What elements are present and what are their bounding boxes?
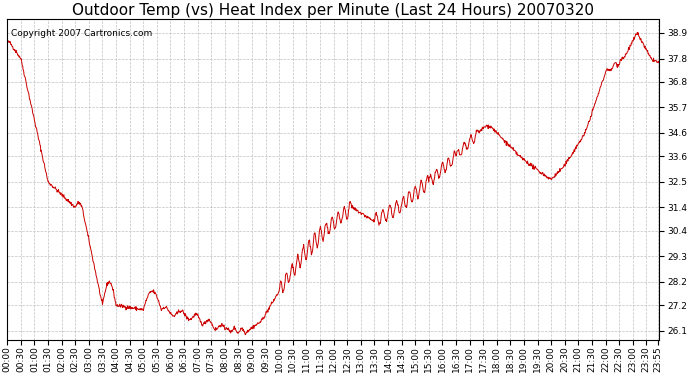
Title: Outdoor Temp (vs) Heat Index per Minute (Last 24 Hours) 20070320: Outdoor Temp (vs) Heat Index per Minute … — [72, 3, 594, 18]
Text: Copyright 2007 Cartronics.com: Copyright 2007 Cartronics.com — [10, 28, 152, 38]
